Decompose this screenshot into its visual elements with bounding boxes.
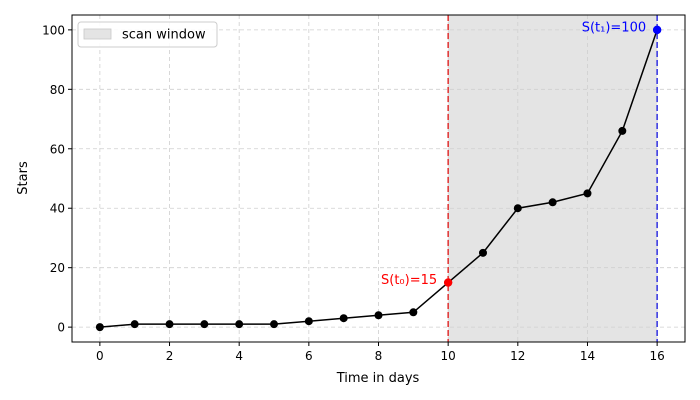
highlight-point bbox=[652, 25, 662, 35]
y-tick-label: 80 bbox=[50, 83, 65, 97]
legend-box bbox=[77, 21, 218, 48]
x-tick-label: 0 bbox=[96, 349, 104, 363]
x-tick-label: 16 bbox=[649, 349, 664, 363]
marker-layer: S(t₀)=15 S(t₁)=100 bbox=[381, 20, 662, 288]
data-point bbox=[130, 320, 139, 329]
data-point bbox=[478, 248, 487, 257]
highlight-point bbox=[443, 278, 453, 287]
series-layer bbox=[95, 25, 662, 332]
shade-layer bbox=[448, 15, 658, 342]
y-axis-ticks: 0 20 40 60 80 100 bbox=[42, 23, 72, 335]
data-point bbox=[270, 320, 279, 329]
legend: scan window bbox=[77, 21, 218, 48]
data-point bbox=[583, 189, 592, 198]
data-point bbox=[304, 317, 313, 326]
highlight-label: S(t₀)=15 bbox=[381, 273, 437, 288]
data-point bbox=[409, 308, 418, 317]
data-point bbox=[548, 198, 557, 207]
y-tick-label: 0 bbox=[57, 321, 65, 335]
x-axis-label: Time in days bbox=[336, 371, 420, 386]
y-tick-label: 40 bbox=[50, 202, 65, 216]
y-tick-label: 60 bbox=[50, 142, 65, 156]
y-tick-label: 100 bbox=[42, 23, 65, 37]
data-point bbox=[618, 126, 627, 135]
x-axis-ticks: 0 2 4 6 8 10 12 14 16 bbox=[96, 342, 665, 363]
legend-label: scan window bbox=[122, 28, 206, 43]
data-point bbox=[165, 320, 174, 329]
data-point bbox=[235, 320, 244, 329]
x-tick-label: 12 bbox=[510, 349, 525, 363]
x-tick-label: 14 bbox=[580, 349, 595, 363]
x-tick-label: 8 bbox=[375, 349, 383, 363]
data-point bbox=[200, 320, 209, 329]
data-point bbox=[513, 204, 522, 213]
vline-layer bbox=[447, 15, 658, 342]
legend-swatch bbox=[83, 28, 112, 40]
x-tick-label: 4 bbox=[235, 349, 243, 363]
y-axis-label: Stars bbox=[16, 161, 31, 195]
highlight-label: S(t₁)=100 bbox=[582, 20, 646, 35]
x-tick-label: 10 bbox=[441, 349, 456, 363]
scan-window-region bbox=[448, 15, 658, 342]
x-tick-label: 6 bbox=[305, 349, 313, 363]
data-point bbox=[339, 314, 348, 323]
data-point bbox=[374, 311, 383, 320]
data-point bbox=[95, 323, 104, 332]
y-tick-label: 20 bbox=[50, 261, 65, 275]
x-tick-label: 2 bbox=[166, 349, 174, 363]
